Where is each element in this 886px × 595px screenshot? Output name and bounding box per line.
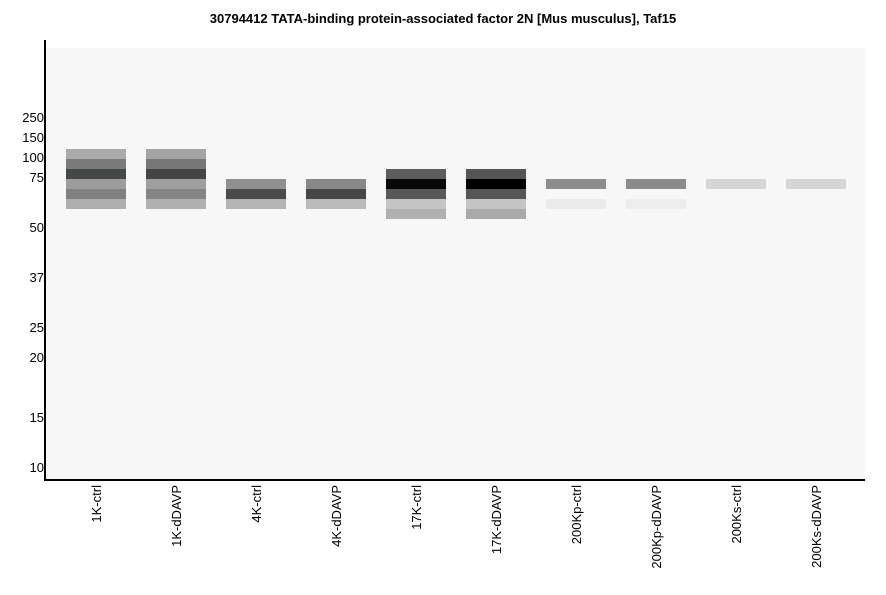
band <box>386 169 446 179</box>
band <box>466 179 526 189</box>
plot-background <box>46 48 865 480</box>
band <box>66 199 126 209</box>
y-tick-label: 15 <box>30 410 44 425</box>
band <box>386 179 446 189</box>
lane-label: 200Kp-dDAVP <box>649 485 664 569</box>
band <box>466 209 526 219</box>
y-tick-label: 25 <box>30 320 44 335</box>
band <box>226 199 286 209</box>
band <box>66 179 126 189</box>
band <box>546 199 606 209</box>
y-tick-label: 150 <box>22 130 44 145</box>
band <box>146 149 206 159</box>
band <box>466 199 526 209</box>
band <box>386 199 446 209</box>
band <box>466 189 526 199</box>
band <box>146 159 206 169</box>
lane-label: 200Ks-dDAVP <box>809 485 824 568</box>
band <box>546 179 606 189</box>
band <box>146 179 206 189</box>
band <box>66 149 126 159</box>
y-tick-label: 50 <box>30 220 44 235</box>
lane-label: 4K-ctrl <box>249 485 264 523</box>
lane-label: 1K-dDAVP <box>169 485 184 547</box>
band <box>626 199 686 209</box>
band <box>66 169 126 179</box>
band <box>386 189 446 199</box>
y-tick-label: 20 <box>30 350 44 365</box>
y-tick-label: 10 <box>30 460 44 475</box>
lane-label: 200Ks-ctrl <box>729 485 744 544</box>
lane-label: 17K-ctrl <box>409 485 424 530</box>
band <box>626 179 686 189</box>
band <box>146 199 206 209</box>
band <box>146 169 206 179</box>
band <box>226 189 286 199</box>
band <box>786 179 846 189</box>
band <box>66 159 126 169</box>
y-tick-label: 75 <box>30 170 44 185</box>
y-tick-label: 250 <box>22 110 44 125</box>
chart-title: 30794412 TATA-binding protein-associated… <box>209 11 677 26</box>
band <box>386 209 446 219</box>
band <box>706 179 766 189</box>
y-tick-label: 100 <box>22 150 44 165</box>
band <box>226 179 286 189</box>
band <box>306 189 366 199</box>
lane-label: 1K-ctrl <box>89 485 104 523</box>
band <box>306 179 366 189</box>
lane-label: 17K-dDAVP <box>489 485 504 554</box>
band <box>466 169 526 179</box>
lane-label: 4K-dDAVP <box>329 485 344 547</box>
y-tick-label: 37 <box>30 270 44 285</box>
band <box>146 189 206 199</box>
band <box>306 199 366 209</box>
lane-label: 200Kp-ctrl <box>569 485 584 544</box>
band <box>66 189 126 199</box>
